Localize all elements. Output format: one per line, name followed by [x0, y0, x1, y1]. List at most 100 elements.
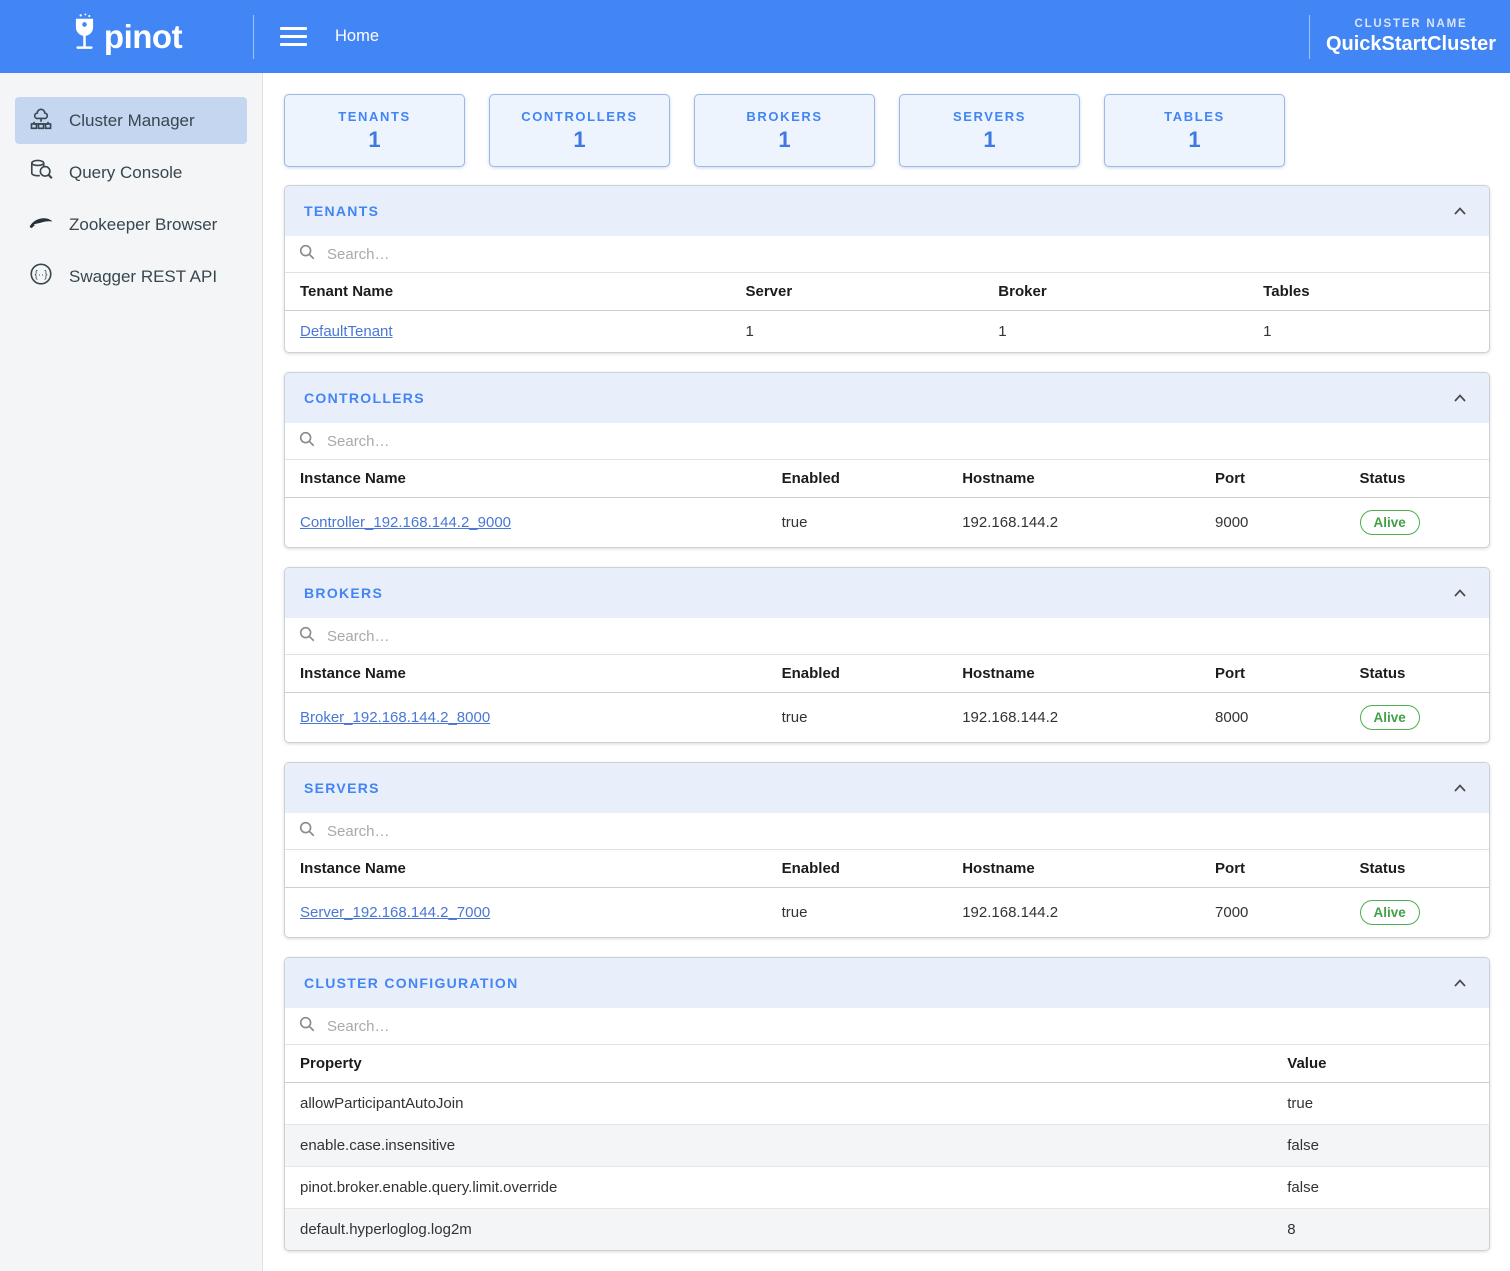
stat-card-label: BROKERS — [746, 108, 823, 124]
stat-card-value: 1 — [983, 126, 996, 152]
config-value: false — [1272, 1166, 1489, 1209]
search-icon — [298, 1015, 316, 1038]
topbar-divider-right — [1308, 14, 1310, 59]
search-icon — [298, 243, 316, 266]
status-badge: Alive — [1359, 705, 1420, 730]
brand-text: pinot — [103, 17, 183, 55]
chevron-up-icon[interactable] — [1450, 203, 1470, 219]
column-header: Instance Name — [285, 655, 767, 693]
config-property: enable.case.insensitive — [285, 1124, 1273, 1167]
column-header: Port — [1200, 460, 1345, 498]
swagger-icon: {··} — [28, 261, 54, 292]
config-property: default.hyperloglog.log2m — [285, 1208, 1273, 1250]
config-value: 8 — [1272, 1208, 1489, 1250]
brokers-search-input[interactable] — [325, 626, 1476, 646]
chevron-up-icon[interactable] — [1450, 585, 1470, 601]
topbar: pinot Home CLUSTER NAME QuickStartCluste… — [0, 0, 1510, 73]
cluster-config-search-input[interactable] — [325, 1016, 1476, 1036]
table-header-row: Tenant Name Server Broker Tables — [285, 273, 1489, 311]
stat-card-brokers: BROKERS 1 — [694, 94, 875, 167]
server-instance-link[interactable]: Server_192.168.144.2_7000 — [300, 904, 491, 921]
table-row: allowParticipantAutoJoin true — [285, 1083, 1489, 1125]
chevron-up-icon[interactable] — [1450, 975, 1470, 991]
brokers-section-header: BROKERS — [285, 568, 1489, 618]
servers-section: SERVERS Instance Name Enabled Hostname — [284, 762, 1490, 938]
table-row: Server_192.168.144.2_7000 true 192.168.1… — [285, 888, 1489, 938]
broker-instance-link[interactable]: Broker_192.168.144.2_8000 — [300, 709, 491, 726]
tenants-search-row — [285, 236, 1489, 273]
svg-text:{··}: {··} — [34, 269, 48, 280]
cluster-name-label: CLUSTER NAME — [1354, 17, 1468, 30]
column-header: Enabled — [766, 460, 948, 498]
status-badge: Alive — [1359, 900, 1420, 925]
servers-section-header: SERVERS — [285, 763, 1489, 813]
brokers-section: BROKERS Instance Name Enabled Hostname — [284, 567, 1490, 743]
controller-enabled: true — [781, 514, 808, 531]
table-header-row: Instance Name Enabled Hostname Port Stat… — [285, 460, 1489, 498]
brokers-search-row — [285, 618, 1489, 655]
broker-enabled: true — [781, 709, 808, 726]
table-row: Controller_192.168.144.2_9000 true 192.1… — [285, 498, 1489, 548]
column-header: Server — [730, 273, 984, 311]
column-header: Tenant Name — [285, 273, 731, 311]
controllers-search-row — [285, 423, 1489, 460]
cluster-manager-icon — [28, 105, 54, 136]
menu-toggle-button[interactable] — [280, 23, 307, 50]
sidebar-item-label: Swagger REST API — [69, 266, 218, 286]
config-property: allowParticipantAutoJoin — [300, 1095, 464, 1112]
servers-table: Instance Name Enabled Hostname Port Stat… — [285, 850, 1489, 937]
table-row: Broker_192.168.144.2_8000 true 192.168.1… — [285, 693, 1489, 743]
tenant-name-link[interactable]: DefaultTenant — [300, 323, 393, 340]
status-badge: Alive — [1359, 510, 1420, 535]
section-title: SERVERS — [304, 780, 380, 796]
stat-card-value: 1 — [778, 126, 791, 152]
stat-cards-row: TENANTS 1 CONTROLLERS 1 BROKERS 1 SERVER… — [284, 94, 1490, 167]
column-header: Hostname — [947, 460, 1201, 498]
column-header: Property — [285, 1045, 1273, 1083]
brand-area: pinot — [0, 13, 253, 60]
sidebar-item-cluster-manager[interactable]: Cluster Manager — [15, 97, 247, 144]
chevron-up-icon[interactable] — [1450, 780, 1470, 796]
zookeeper-icon — [28, 209, 54, 240]
servers-search-input[interactable] — [325, 821, 1476, 841]
sidebar: Cluster Manager Query Console — [0, 73, 263, 1271]
search-icon — [298, 430, 316, 453]
column-header: Broker — [983, 273, 1249, 311]
tenant-broker-count: 1 — [998, 323, 1007, 340]
brokers-table: Instance Name Enabled Hostname Port Stat… — [285, 655, 1489, 742]
tenants-table: Tenant Name Server Broker Tables Default… — [285, 273, 1489, 352]
stat-card-label: TABLES — [1164, 108, 1225, 124]
controller-port: 9000 — [1215, 514, 1249, 531]
table-row: enable.case.insensitive false — [285, 1124, 1489, 1167]
tenants-search-input[interactable] — [325, 244, 1476, 264]
sidebar-item-query-console[interactable]: Query Console — [15, 149, 247, 196]
column-header: Instance Name — [285, 460, 767, 498]
controller-instance-link[interactable]: Controller_192.168.144.2_9000 — [300, 514, 512, 531]
table-row: pinot.broker.enable.query.limit.override… — [285, 1166, 1489, 1209]
table-header-row: Instance Name Enabled Hostname Port Stat… — [285, 655, 1489, 693]
cluster-config-section: CLUSTER CONFIGURATION Property Value — [284, 957, 1490, 1251]
sidebar-item-zookeeper-browser[interactable]: Zookeeper Browser — [15, 201, 247, 248]
pinot-logo[interactable]: pinot — [71, 13, 183, 60]
tenants-section: TENANTS Tenant Name Server Broker — [284, 185, 1490, 353]
tenant-tables-count: 1 — [1263, 323, 1272, 340]
column-header: Enabled — [766, 655, 948, 693]
config-value: true — [1287, 1095, 1314, 1112]
home-link[interactable]: Home — [335, 27, 380, 45]
config-value: false — [1272, 1124, 1489, 1167]
section-title: CONTROLLERS — [304, 390, 425, 406]
stat-card-value: 1 — [1188, 126, 1201, 152]
stat-card-servers: SERVERS 1 — [899, 94, 1080, 167]
sidebar-item-swagger-rest-api[interactable]: {··} Swagger REST API — [15, 253, 247, 300]
controller-hostname: 192.168.144.2 — [962, 514, 1059, 531]
server-hostname: 192.168.144.2 — [962, 904, 1059, 921]
controllers-section-header: CONTROLLERS — [285, 373, 1489, 423]
cluster-config-section-header: CLUSTER CONFIGURATION — [285, 958, 1489, 1008]
column-header: Port — [1200, 850, 1345, 888]
controllers-search-input[interactable] — [325, 431, 1476, 451]
sidebar-item-label: Cluster Manager — [69, 110, 195, 130]
chevron-up-icon[interactable] — [1450, 390, 1470, 406]
controllers-section: CONTROLLERS Instance Name Enabled Hostna — [284, 372, 1490, 548]
cluster-config-table: Property Value allowParticipantAutoJoin … — [285, 1045, 1489, 1250]
